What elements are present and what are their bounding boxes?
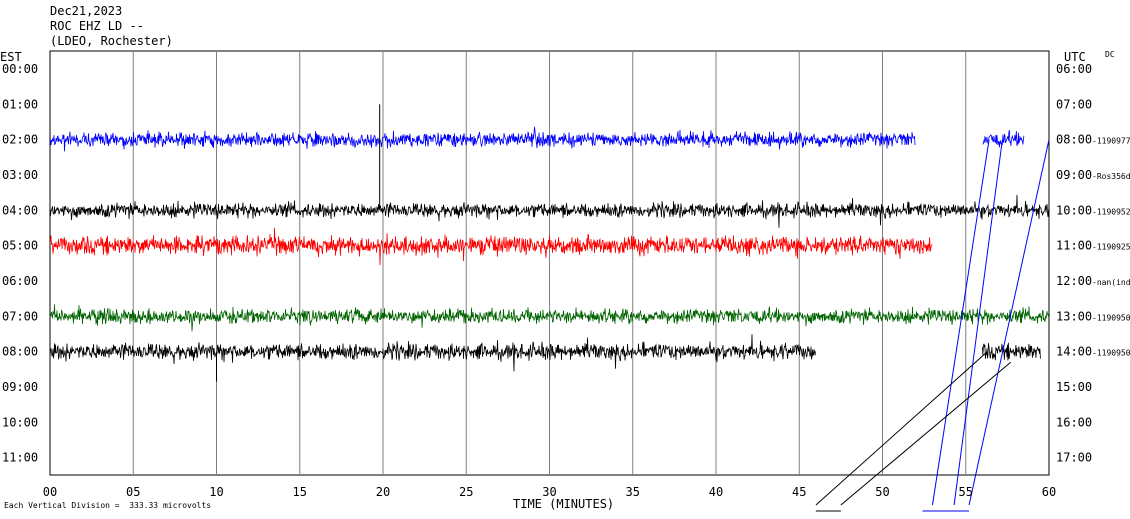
est-tick-label: 05:00	[2, 239, 38, 253]
est-tick-label: 10:00	[2, 415, 38, 429]
scale-note: Each Vertical Division = 333.33 microvol…	[4, 501, 211, 510]
x-tick-label: 35	[626, 485, 640, 499]
network-label: (LDEO, Rochester)	[50, 34, 173, 48]
x-axis-title: TIME (MINUTES)	[513, 497, 614, 511]
utc-tick-label: 14:00	[1056, 345, 1092, 359]
est-tick-label: 11:00	[2, 451, 38, 465]
x-tick-label: 45	[792, 485, 806, 499]
station-label: ROC EHZ LD --	[50, 19, 144, 33]
axis-labels: 00 05 10 15 20 25 30 35 40 45 50 55 60 00:00 06:00 01:0…	[2, 62, 1130, 499]
pen-return-line	[953, 139, 1003, 506]
est-tick-label: 01:00	[2, 97, 38, 111]
x-tick-label: 00	[43, 485, 57, 499]
x-tick-label: 05	[126, 485, 140, 499]
utc-tick-label: 08:00	[1056, 133, 1092, 147]
est-tick-label: 06:00	[2, 274, 38, 288]
x-tick-label: 10	[209, 485, 223, 499]
est-tick-label: 02:00	[2, 133, 38, 147]
est-tick-label: 00:00	[2, 62, 38, 76]
seismic-trace	[49, 304, 1050, 332]
utc-tick-label: 13:00	[1056, 309, 1092, 323]
utc-tick-label: 09:00	[1056, 168, 1092, 182]
row-value-label: -1190952	[1092, 207, 1130, 216]
dc-label: DC	[1105, 50, 1115, 59]
x-tick-label: 20	[376, 485, 390, 499]
utc-tick-label: 16:00	[1056, 415, 1092, 429]
est-axis-label: EST	[0, 50, 22, 64]
seismic-trace	[982, 129, 1025, 148]
grid-lines	[132, 51, 967, 475]
pen-return-line	[840, 361, 1012, 506]
est-tick-label: 04:00	[2, 203, 38, 217]
pen-return-line	[815, 351, 988, 506]
est-tick-label: 08:00	[2, 345, 38, 359]
row-value-label: -nan(ind	[1092, 278, 1130, 287]
row-value-label: -1190925	[1092, 243, 1130, 252]
x-tick-label: 60	[1042, 485, 1056, 499]
utc-tick-label: 10:00	[1056, 203, 1092, 217]
date-label: Dec21,2023	[50, 4, 123, 18]
pen-return-line	[931, 139, 990, 506]
seismic-trace	[49, 227, 933, 266]
seismic-trace	[49, 126, 916, 152]
utc-tick-label: 07:00	[1056, 97, 1092, 111]
row-value-label: -1190977	[1092, 137, 1130, 146]
x-tick-label: 40	[709, 485, 723, 499]
seismic-trace	[49, 194, 1050, 228]
utc-tick-label: 11:00	[1056, 239, 1092, 253]
est-tick-label: 09:00	[2, 380, 38, 394]
row-value-label: -1190950	[1092, 313, 1130, 322]
est-tick-label: 07:00	[2, 309, 38, 323]
utc-tick-label: 17:00	[1056, 451, 1092, 465]
traces	[49, 104, 1050, 512]
row-value-label: -1190950	[1092, 349, 1130, 358]
x-tick-label: 15	[293, 485, 307, 499]
x-tick-label: 55	[959, 485, 973, 499]
utc-axis-label: UTC	[1064, 50, 1086, 64]
est-tick-label: 03:00	[2, 168, 38, 182]
utc-tick-label: 06:00	[1056, 62, 1092, 76]
x-tick-label: 25	[459, 485, 473, 499]
x-tick-label: 50	[875, 485, 889, 499]
seismic-trace	[49, 334, 816, 372]
row-value-label: -Ros356d	[1092, 172, 1130, 181]
seismic-trace	[982, 342, 1041, 361]
pen-return-line	[968, 139, 1050, 506]
utc-tick-label: 15:00	[1056, 380, 1092, 394]
utc-tick-label: 12:00	[1056, 274, 1092, 288]
x-tick-label: 30	[542, 485, 556, 499]
